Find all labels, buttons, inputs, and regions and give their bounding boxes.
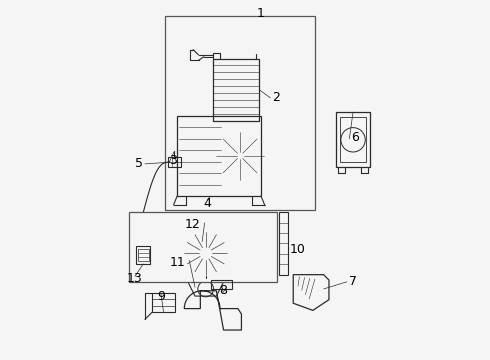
Bar — [279, 212, 288, 275]
Bar — [211, 280, 232, 289]
Bar — [340, 117, 367, 162]
Text: 11: 11 — [170, 256, 186, 269]
Text: 6: 6 — [351, 131, 359, 144]
Bar — [138, 249, 148, 261]
Text: 12: 12 — [185, 218, 200, 231]
Bar — [165, 16, 315, 210]
Bar — [152, 293, 175, 312]
Text: 5: 5 — [135, 157, 143, 170]
Text: 4: 4 — [203, 197, 211, 210]
Text: 1: 1 — [257, 8, 265, 21]
Text: 7: 7 — [348, 275, 357, 288]
Text: 8: 8 — [219, 284, 227, 297]
Text: 10: 10 — [290, 243, 306, 256]
Bar — [129, 212, 277, 282]
Text: 3: 3 — [169, 154, 177, 167]
Text: 13: 13 — [127, 272, 143, 285]
Text: 2: 2 — [272, 91, 280, 104]
Bar — [136, 246, 150, 264]
Text: 9: 9 — [157, 289, 165, 303]
Bar — [168, 157, 181, 167]
Bar — [177, 116, 261, 196]
Bar — [336, 112, 370, 167]
Bar — [213, 59, 259, 121]
